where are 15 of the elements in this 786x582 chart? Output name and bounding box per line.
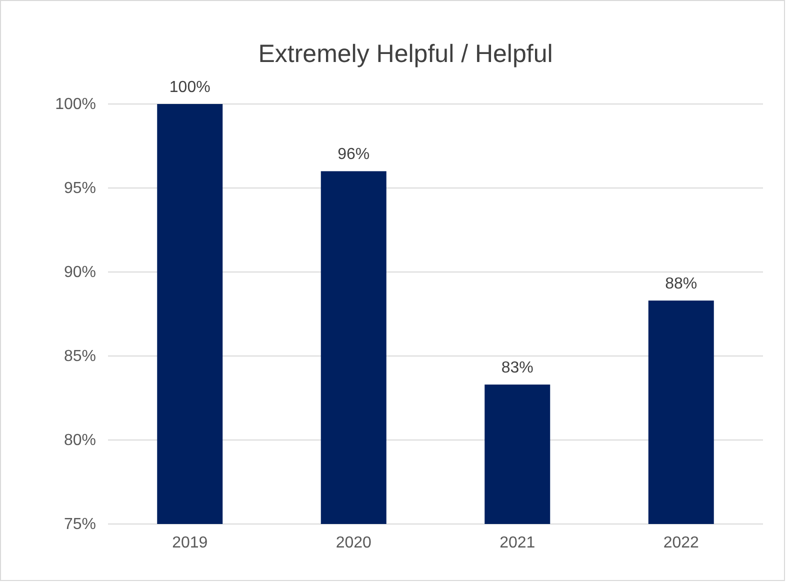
- x-tick-label: 2019: [172, 534, 208, 552]
- x-tick-label: 2020: [336, 534, 372, 552]
- y-tick-label: 80%: [64, 432, 96, 450]
- data-label: 88%: [665, 276, 698, 293]
- chart-title: Extremely Helpful / Helpful: [258, 40, 553, 68]
- y-tick-label: 95%: [64, 180, 96, 198]
- x-tick-label: 2021: [500, 534, 536, 552]
- data-label: 100%: [169, 79, 210, 96]
- y-tick-label: 90%: [64, 264, 96, 282]
- data-label: 96%: [338, 146, 370, 164]
- y-tick-label: 75%: [64, 516, 96, 534]
- x-tick-label: 2022: [663, 534, 700, 552]
- data-label: 83%: [501, 360, 534, 377]
- y-tick-label: 85%: [64, 348, 96, 366]
- y-tick-label: 100%: [55, 96, 96, 114]
